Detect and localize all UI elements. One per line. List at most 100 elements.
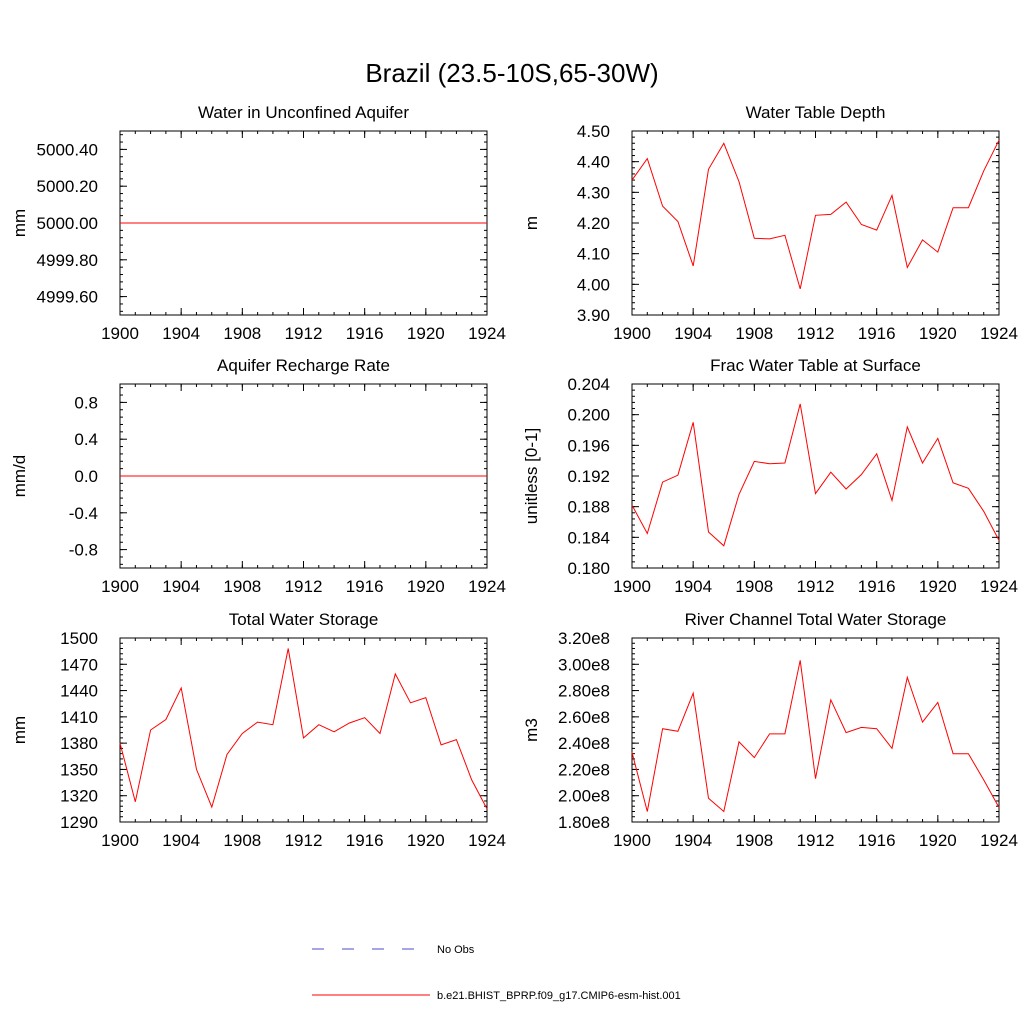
- x-tick-label: 1916: [346, 831, 384, 850]
- y-tick-label: 4.10: [577, 245, 610, 264]
- x-tick-label: 1924: [980, 831, 1018, 850]
- x-tick-label: 1912: [285, 324, 323, 343]
- panel-5: Total Water Storage mm 1900 1904 1908 1912 191…: [10, 610, 506, 850]
- y-tick-label: 0.192: [567, 467, 610, 486]
- x-tick-label: 1908: [735, 831, 773, 850]
- x-tick-label: 1920: [919, 577, 957, 596]
- y-tick-label: 2.80e8: [558, 682, 610, 701]
- y-tick-label: 1380: [60, 734, 98, 753]
- y-tick-label: 0.180: [567, 559, 610, 578]
- panel-title: Total Water Storage: [229, 610, 379, 629]
- x-tick-label: 1920: [407, 577, 445, 596]
- x-tick-label: 1908: [223, 831, 261, 850]
- panel-title: Water in Unconfined Aquifer: [198, 103, 409, 122]
- plot-frame: [631, 637, 1000, 823]
- series-line: [631, 139, 1000, 290]
- x-tick-label: 1904: [162, 831, 200, 850]
- y-tick-label: 1470: [60, 655, 98, 674]
- plot-frame: [119, 637, 488, 823]
- x-tick-label: 1900: [101, 577, 139, 596]
- y-axis-label: mm: [10, 716, 29, 744]
- panel-4: Frac Water Table at Surface unitless [0-1…: [522, 356, 1018, 596]
- y-tick-label: 1500: [60, 629, 98, 648]
- panel-3: Aquifer Recharge Rate mm/d 1900 1904 1908 191…: [10, 356, 506, 596]
- y-axis-label: m3: [522, 718, 541, 742]
- x-tick-label: 1900: [613, 324, 651, 343]
- y-tick-label: 2.00e8: [558, 787, 610, 806]
- y-tick-label: 4999.80: [37, 251, 98, 270]
- series-line: [631, 660, 1000, 813]
- y-tick-label: 1320: [60, 787, 98, 806]
- y-axis-label: unitless [0-1]: [522, 428, 541, 524]
- y-tick-label: 5000.40: [37, 140, 98, 159]
- x-tick-label: 1912: [797, 324, 835, 343]
- y-tick-label: 0.200: [567, 406, 610, 425]
- main-title: Brazil (23.5-10S,65-30W): [365, 58, 658, 88]
- y-tick-label: 5000.00: [37, 214, 98, 233]
- y-tick-label: 0.184: [567, 528, 610, 547]
- x-tick-label: 1908: [735, 577, 773, 596]
- panel-1: Water in Unconfined Aquifer mm 1900 1904 190…: [10, 103, 506, 343]
- y-tick-label: 0.4: [74, 430, 98, 449]
- x-tick-label: 1916: [346, 577, 384, 596]
- x-tick-label: 1916: [858, 324, 896, 343]
- x-tick-label: 1900: [613, 831, 651, 850]
- y-axis-label: mm/d: [10, 455, 29, 498]
- y-tick-label: 1.80e8: [558, 813, 610, 832]
- x-tick-label: 1900: [613, 577, 651, 596]
- legend-obs-label: No Obs: [437, 944, 475, 956]
- x-tick-label: 1920: [919, 324, 957, 343]
- y-tick-label: 3.90: [577, 306, 610, 325]
- plot-frame: [631, 383, 1000, 569]
- y-tick-label: 1290: [60, 813, 98, 832]
- y-tick-label: 3.00e8: [558, 655, 610, 674]
- panel-title: Frac Water Table at Surface: [710, 356, 921, 375]
- y-tick-label: 0.0: [74, 467, 98, 486]
- y-tick-label: 2.60e8: [558, 708, 610, 727]
- x-tick-label: 1904: [162, 577, 200, 596]
- y-tick-label: 0.8: [74, 393, 98, 412]
- y-axis-label: m: [522, 216, 541, 230]
- y-tick-label: 4.00: [577, 275, 610, 294]
- x-tick-label: 1924: [468, 577, 506, 596]
- y-tick-label: 0.188: [567, 498, 610, 517]
- panel-2: Water Table Depth m 1900 1904 1908 1912 1916 19…: [522, 103, 1018, 343]
- x-tick-label: 1908: [223, 324, 261, 343]
- y-tick-label: 4.40: [577, 153, 610, 172]
- series-line: [119, 648, 488, 810]
- y-tick-label: 2.20e8: [558, 760, 610, 779]
- x-tick-label: 1904: [162, 324, 200, 343]
- x-tick-label: 1920: [407, 324, 445, 343]
- x-tick-label: 1904: [674, 831, 712, 850]
- y-tick-label: 2.40e8: [558, 734, 610, 753]
- panel-title: Aquifer Recharge Rate: [217, 356, 390, 375]
- x-tick-label: 1924: [980, 324, 1018, 343]
- x-tick-label: 1920: [407, 831, 445, 850]
- x-tick-label: 1916: [346, 324, 384, 343]
- legend-model-label: b.e21.BHIST_BPRP.f09_g17.CMIP6-esm-hist.…: [437, 990, 681, 1002]
- y-tick-label: 5000.20: [37, 177, 98, 196]
- x-tick-label: 1904: [674, 324, 712, 343]
- x-tick-label: 1924: [980, 577, 1018, 596]
- x-tick-label: 1916: [858, 577, 896, 596]
- x-tick-label: 1920: [919, 831, 957, 850]
- x-tick-label: 1900: [101, 831, 139, 850]
- x-tick-label: 1912: [797, 831, 835, 850]
- panel-title: River Channel Total Water Storage: [685, 610, 947, 629]
- plot-frame: [631, 130, 1000, 316]
- y-tick-label: 4.50: [577, 122, 610, 141]
- x-tick-label: 1912: [797, 577, 835, 596]
- y-tick-label: -0.8: [69, 541, 98, 560]
- x-tick-label: 1912: [285, 831, 323, 850]
- y-tick-label: 0.196: [567, 436, 610, 455]
- x-tick-label: 1916: [858, 831, 896, 850]
- x-tick-label: 1924: [468, 831, 506, 850]
- y-tick-label: 3.20e8: [558, 629, 610, 648]
- legend: No Obs b.e21.BHIST_BPRP.f09_g17.CMIP6-es…: [312, 944, 681, 1002]
- y-tick-label: 4999.60: [37, 288, 98, 307]
- panels: Water in Unconfined Aquifer mm 1900 1904 190…: [10, 103, 1018, 850]
- x-tick-label: 1912: [285, 577, 323, 596]
- y-axis-label: mm: [10, 209, 29, 237]
